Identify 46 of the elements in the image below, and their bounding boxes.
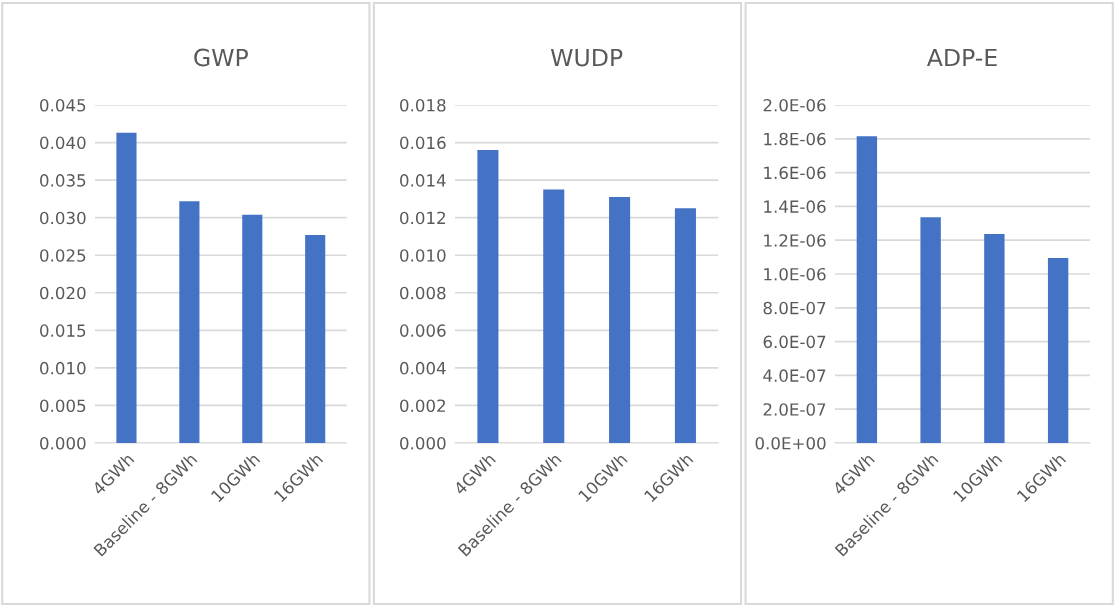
- y-tick-label: 1.4E-06: [764, 200, 826, 213]
- y-tick-label: 4.0E-07: [763, 369, 826, 382]
- y-tick-label: 0.035: [40, 174, 86, 187]
- bar: [856, 136, 878, 443]
- bar: [305, 234, 326, 443]
- y-tick-label: 2.0E-07: [763, 403, 826, 416]
- y-tick-label: 6.0E-07: [763, 335, 826, 349]
- y-tick-label: 0.040: [40, 136, 86, 150]
- bar: [477, 150, 499, 443]
- y-tick-label: 0.010: [400, 249, 446, 262]
- bar: [1047, 258, 1069, 443]
- y-tick-label: 1.6E-06: [764, 166, 826, 180]
- bar: [179, 201, 200, 443]
- y-tick-label: 0.014: [400, 174, 446, 187]
- y-tick-label: 0.008: [400, 286, 446, 300]
- y-tick-label: 0.005: [40, 399, 86, 413]
- bar: [920, 217, 941, 443]
- y-tick-label: 1.0E-06: [764, 267, 826, 281]
- y-tick-label: 0.000: [400, 436, 446, 450]
- chart-title: WUDP: [550, 48, 623, 67]
- bar: [242, 214, 263, 443]
- y-tick-label: 0.0E+00: [755, 436, 826, 450]
- y-tick-label: 0.030: [40, 211, 86, 225]
- chart-title: GWP: [194, 48, 248, 67]
- y-tick-label: 0.018: [400, 98, 446, 112]
- y-tick-label: 0.045: [40, 98, 86, 112]
- y-tick-label: 0.020: [40, 286, 86, 300]
- y-tick-label: 0.015: [40, 324, 86, 337]
- y-tick-label: 1.2E-06: [764, 234, 826, 247]
- y-tick-label: 0.002: [400, 399, 445, 413]
- y-tick-label: 0.006: [400, 324, 446, 337]
- y-tick-label: 0.000: [40, 436, 86, 450]
- y-tick-label: 0.010: [40, 361, 86, 375]
- bar: [116, 132, 137, 443]
- y-tick-label: 0.004: [400, 361, 446, 375]
- bar: [609, 197, 631, 443]
- y-tick-label: 2.0E-06: [763, 98, 826, 112]
- bar: [674, 208, 696, 443]
- bar: [984, 233, 1005, 443]
- y-tick-label: 8.0E-07: [763, 301, 826, 315]
- chart-title: ADP-E: [926, 48, 997, 67]
- y-tick-label: 0.012: [400, 211, 445, 225]
- y-tick-label: 1.8E-06: [764, 132, 826, 146]
- bar: [543, 189, 565, 443]
- y-tick-label: 0.016: [400, 136, 446, 150]
- y-tick-label: 0.025: [40, 249, 86, 262]
